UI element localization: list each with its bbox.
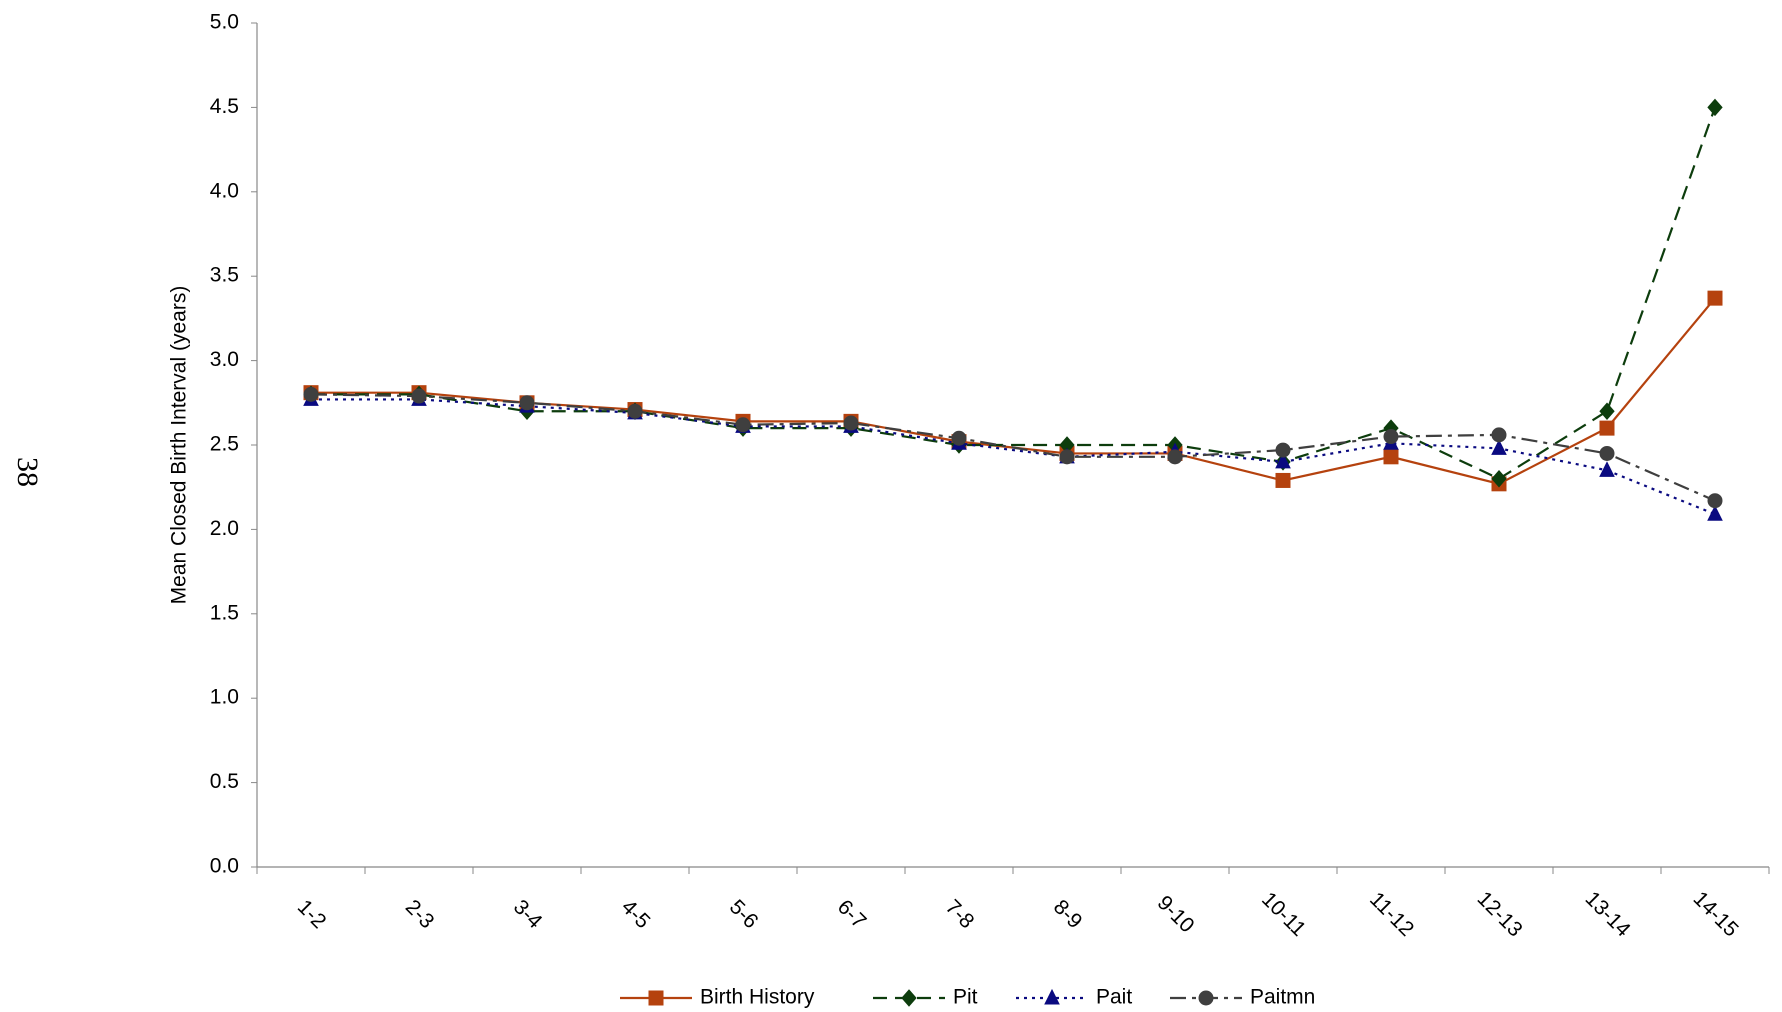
y-tick-label: 3.5 xyxy=(210,264,239,287)
y-tick-label: 1.0 xyxy=(210,686,239,709)
y-tick-label: 3.0 xyxy=(210,348,239,371)
x-tick-label: 10-11 xyxy=(1257,888,1310,941)
y-tick-label: 5.0 xyxy=(210,11,239,34)
x-tick-label: 5-6 xyxy=(725,895,763,933)
series-line xyxy=(310,393,1716,502)
page-number: 38 xyxy=(11,457,44,487)
point xyxy=(1707,493,1723,509)
x-tick-label: 1-2 xyxy=(293,895,331,933)
y-tick-label: 4.0 xyxy=(210,179,239,202)
point xyxy=(951,430,967,446)
point xyxy=(1275,452,1291,469)
y-tick-label: 2.0 xyxy=(210,517,239,540)
point xyxy=(1275,472,1291,488)
y-tick-label: 0.5 xyxy=(210,770,239,793)
x-tick-label: 14-15 xyxy=(1689,887,1743,941)
y-tick-label: 2.5 xyxy=(210,433,239,456)
point xyxy=(303,386,319,402)
x-tick-label: 7-8 xyxy=(941,895,979,933)
point xyxy=(1599,445,1615,461)
x-tick-label: 13-14 xyxy=(1581,887,1635,941)
x-tick-label: 4-5 xyxy=(617,895,655,933)
point xyxy=(1599,420,1615,436)
point xyxy=(1383,429,1399,445)
x-tick-label: 3-4 xyxy=(509,895,547,933)
point xyxy=(1275,442,1291,458)
point xyxy=(1599,461,1615,477)
x-tick-label: 9-10 xyxy=(1153,891,1199,937)
point xyxy=(1491,427,1507,443)
y-tick-label: 4.5 xyxy=(210,95,239,118)
series-line xyxy=(311,297,1716,485)
point xyxy=(1491,470,1507,488)
point xyxy=(519,395,535,411)
y-tick-label: 0.0 xyxy=(210,855,239,878)
point xyxy=(1707,98,1723,117)
x-tick-label: 2-3 xyxy=(401,895,439,933)
point xyxy=(1167,449,1183,465)
point xyxy=(735,417,751,433)
legend-label: Paitmn xyxy=(1250,986,1315,1009)
legend-marker xyxy=(1044,988,1060,1005)
x-tick-label: 6-7 xyxy=(833,895,871,933)
point xyxy=(1707,505,1723,521)
point xyxy=(843,415,859,431)
point xyxy=(1707,290,1723,306)
series-line xyxy=(311,107,1717,481)
point xyxy=(1059,449,1075,465)
legend-label: Pit xyxy=(953,986,978,1009)
legend-marker xyxy=(901,989,917,1007)
point xyxy=(411,388,427,404)
point xyxy=(627,403,643,419)
x-tick-label: 12-13 xyxy=(1473,887,1527,941)
x-tick-label: 8-9 xyxy=(1049,895,1087,933)
legend-label: Pait xyxy=(1096,986,1132,1009)
point xyxy=(1383,449,1399,465)
point xyxy=(1599,402,1615,420)
x-tick-label: 11-12 xyxy=(1365,888,1418,941)
legend-marker xyxy=(1198,990,1214,1006)
series-line xyxy=(311,398,1716,516)
y-tick-label: 1.5 xyxy=(210,601,239,624)
legend-label: Birth History xyxy=(700,986,815,1009)
point xyxy=(1491,439,1507,455)
y-axis-label: Mean Closed Birth Interval (years) xyxy=(168,286,191,605)
legend-marker xyxy=(648,990,664,1006)
